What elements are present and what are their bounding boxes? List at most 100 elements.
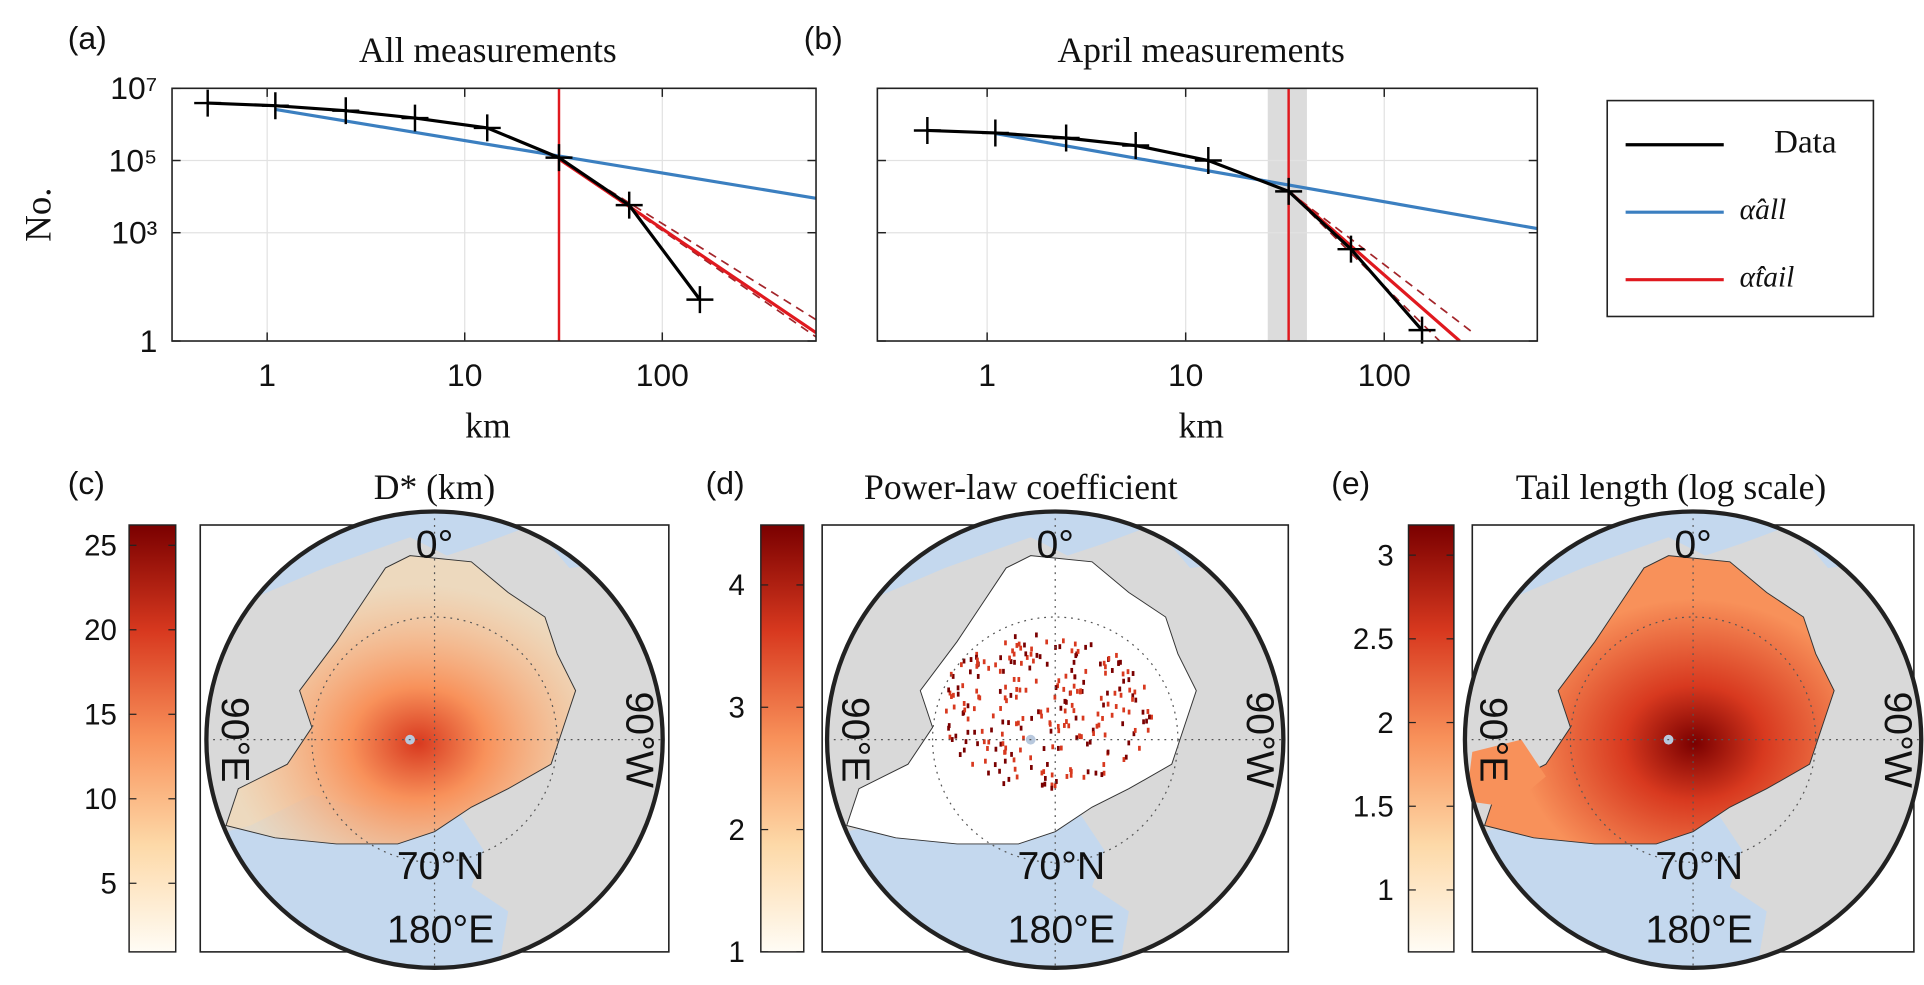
ice-speck [1080,688,1084,694]
ice-speck [952,692,955,698]
ice-speck [1014,694,1018,700]
ice-speck [1073,674,1077,680]
map-outline [204,509,665,970]
ice-speck [987,665,991,671]
map-label: 0° [1674,522,1712,566]
ice-speck [1124,754,1128,760]
ice-speck [1128,687,1132,693]
ice-speck [1010,751,1013,757]
sea-ice [1483,555,1835,845]
ice-speck [1050,772,1054,778]
ice-speck [998,768,1001,774]
ice-speck [1065,774,1069,779]
ice-speck [1003,758,1007,764]
ice-speck [1030,715,1033,721]
ice-speck [1148,714,1151,720]
ice-speck [1079,688,1082,694]
ice-speck [1025,654,1029,660]
ice-speck [999,741,1003,747]
ice-speck [1050,782,1054,788]
ice-speck [1110,668,1114,673]
ice-speck [982,739,986,745]
ice-speck [951,673,955,679]
ice-speck [961,683,965,689]
ice-speck [980,728,984,734]
ice-speck [1126,669,1130,675]
ice-speck [1106,749,1110,755]
data-marker [332,97,360,125]
ice-speck [1054,685,1058,690]
ice-speck [976,657,979,663]
ice-speck [994,746,998,752]
ice-speck [950,737,954,742]
ice-speck [1146,709,1150,714]
ice-speck [1053,783,1057,789]
ice-speck [954,733,958,739]
chart-title: All measurements [359,30,617,70]
ice-speck [976,673,980,679]
data-marker [1052,124,1080,152]
ice-speck [1040,770,1044,776]
data-marker [261,92,289,120]
colorbar-tick-label: 1 [729,936,745,969]
ice-speck [947,687,950,693]
colorbar-tick-label: 1.5 [1353,790,1394,823]
ice-speck [1030,646,1033,652]
chart-title: Tail length (log scale) [1516,467,1827,507]
ice-speck [1009,659,1013,665]
ice-speck [1021,716,1025,721]
ice-speck [1142,719,1145,725]
ice-speck [1080,734,1083,740]
graticule [206,511,663,968]
ice-speck [1069,772,1073,778]
colorbar-tick-label: 2.5 [1353,623,1394,656]
ice-speck [1134,697,1138,703]
colorbar-tick-label: 5 [100,868,116,901]
ice-speck [991,713,995,719]
plot-frame [876,87,1539,342]
ice-speck [1104,664,1107,670]
ice-speck [1086,769,1090,775]
ice-speck [987,770,990,776]
sea-ice [225,555,577,845]
ice-speck [962,747,966,753]
ice-speck [1094,770,1098,776]
ice-speck [964,739,968,745]
ice-speck [1142,684,1146,690]
ice-speck [975,663,979,669]
ice-speck [1030,765,1033,770]
ice-speck [1003,695,1007,701]
ice-speck [1057,728,1061,734]
ice-speck [969,657,973,662]
x-axis-label: km [465,405,511,445]
ice-speck [1043,781,1047,787]
y-tick-label: 10⁵ [109,142,158,178]
data-marker [473,114,501,142]
x-tick-label: 100 [1358,357,1411,393]
ice-speck [1132,731,1136,737]
ice-speck [1099,695,1103,701]
ice-speck [1012,676,1016,682]
ice-speck [1013,659,1016,665]
ice-speck [1007,776,1011,782]
ice-speck [1051,744,1055,750]
ice-speck [1001,719,1005,725]
ice-speck [1042,769,1046,775]
ice-speck [998,688,1002,694]
ice-speck [987,739,991,745]
ice-speck [1118,686,1122,692]
series-line [995,131,1538,231]
ice-speck [1032,658,1035,664]
sea-ice [1466,739,1546,808]
ice-speck [1008,655,1011,661]
x-tick-label: 1 [258,357,276,393]
ice-speck [962,658,966,664]
data-marker [981,119,1009,147]
ice-speck [961,710,965,716]
ice-speck [976,660,980,666]
ice-speck [1075,651,1079,657]
ice-speck [999,706,1002,711]
ice-speck [1024,651,1028,657]
